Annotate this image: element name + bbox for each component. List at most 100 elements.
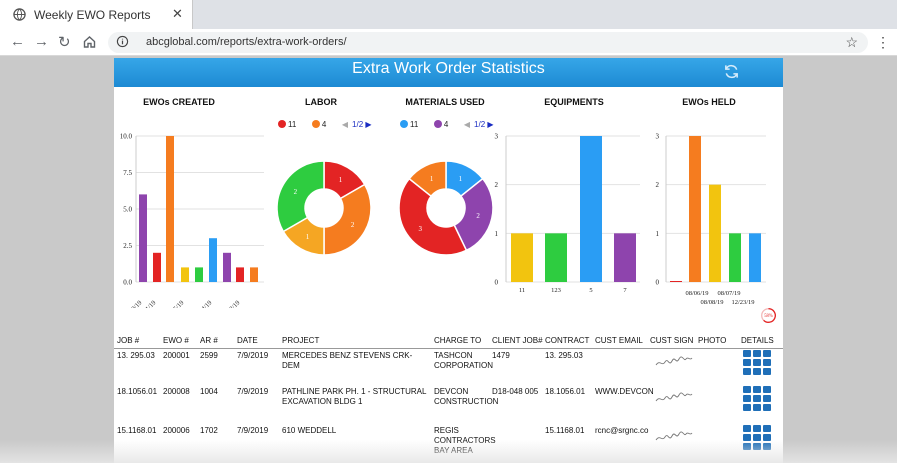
close-tab-icon[interactable]: ✕ <box>172 6 183 21</box>
table-cell: 1479 <box>492 351 510 360</box>
grid-cell <box>743 404 751 411</box>
ewos-created-xtick-label: 08/14/19 <box>192 299 213 308</box>
ewos-held-bar <box>749 233 761 282</box>
materials-slice <box>453 177 494 252</box>
ewos-held-xtick-label: 12/23/19 <box>731 299 754 306</box>
ewos-created-xtick-label: 08/05/19 <box>164 299 185 308</box>
kebab-menu-icon[interactable]: ⋮ <box>876 34 890 50</box>
column-header[interactable]: JOB # <box>117 336 140 345</box>
url-text: abcglobal.com/reports/extra-work-orders/ <box>146 36 347 48</box>
table-cell: D18-048 005 <box>492 387 539 396</box>
column-header[interactable]: CUST SIGN <box>650 336 694 345</box>
grid-cell <box>753 395 761 402</box>
next-page-icon[interactable]: ▶ <box>365 120 372 129</box>
table-cell: 7/9/2019 <box>237 351 269 360</box>
column-header[interactable]: DETAILS <box>741 336 774 345</box>
ewos-created-bar <box>236 267 244 282</box>
equipments-xtick-label: 11 <box>519 287 525 294</box>
column-header[interactable]: CONTRACT <box>545 336 590 345</box>
progress-indicator: 58% <box>761 308 776 323</box>
materials-legend: 11 4 ◀ 1/2 ▶ <box>400 120 494 129</box>
equipments-ytick-label: 0 <box>495 279 499 287</box>
grid-cell <box>763 359 771 366</box>
details-grid-icon[interactable] <box>743 350 772 375</box>
grid-cell <box>753 425 761 432</box>
column-header[interactable]: PHOTO <box>698 336 727 345</box>
grid-cell <box>743 434 751 441</box>
table-cell: PATHLINE PARK PH. 1 - STRUCTURAL EXCAVAT… <box>282 387 427 406</box>
legend-page: 1/2 <box>474 120 486 129</box>
ewos-created-title: EWOs CREATED <box>143 97 215 107</box>
equipments-ytick-label: 1 <box>495 230 499 238</box>
ewos-created-bar <box>209 238 217 282</box>
prev-page-icon[interactable]: ◀ <box>463 120 471 129</box>
column-header[interactable]: DATE <box>237 336 258 345</box>
grid-cell <box>763 386 771 393</box>
column-header[interactable]: CHARGE TO <box>434 336 482 345</box>
home-icon[interactable] <box>83 35 96 48</box>
column-header[interactable]: PROJECT <box>282 336 320 345</box>
grid-cell <box>753 359 761 366</box>
legend-label: 4 <box>321 120 327 129</box>
materials-slice-label: 2 <box>476 212 480 220</box>
labor-slice <box>276 160 325 233</box>
ewos-held-bar <box>670 281 682 282</box>
labor-slice-label: 2 <box>351 221 355 229</box>
equipments-bar <box>614 233 636 282</box>
equipments-xtick-label: 7 <box>623 287 627 294</box>
customer-signature-image <box>655 356 693 366</box>
back-icon[interactable]: ← <box>10 33 25 50</box>
ewos-created-bar <box>153 252 161 282</box>
ewos-created-xtick-label: 12/23/19 <box>220 299 241 308</box>
table-cell: 1004 <box>200 387 218 396</box>
grid-cell <box>743 425 751 432</box>
grid-cell <box>753 368 761 375</box>
grid-cell <box>743 368 751 375</box>
charts-canvas: 0.0 2.5 5.0 7.5 10.0 07/09/1907/11/19 08/05/19… <box>120 133 766 308</box>
browser-toolbar: ← → ↻ abcglobal.com/reports/extra-work-o… <box>0 29 897 56</box>
ewos-created-bar <box>166 136 174 282</box>
reload-icon[interactable]: ↻ <box>58 34 71 51</box>
table-cell: DEVCON CONSTRUCTION <box>434 387 499 406</box>
prev-page-icon[interactable]: ◀ <box>341 120 349 129</box>
refresh-icon[interactable] <box>723 63 740 80</box>
ewos-created-ytick-label: 2.5 <box>123 242 132 250</box>
legend-page: 1/2 <box>352 120 364 129</box>
ewos-created-ytick-label: 0.0 <box>123 279 132 287</box>
table-cell: 200006 <box>163 426 190 435</box>
legend-label: 11 <box>288 120 297 129</box>
table-cell: 7/9/2019 <box>237 426 269 435</box>
grid-cell <box>743 350 751 357</box>
column-header[interactable]: EWO # <box>163 336 189 345</box>
next-page-icon[interactable]: ▶ <box>487 120 494 129</box>
equipments-ytick-label: 3 <box>495 133 499 141</box>
info-icon[interactable] <box>116 35 129 48</box>
grid-cell <box>763 434 771 441</box>
grid-cell <box>763 350 771 357</box>
grid-cell <box>743 359 751 366</box>
table-cell: 18.1056.01 <box>117 387 158 396</box>
grid-cell <box>763 404 771 411</box>
ewos-held-xtick-label: 08/08/19 <box>700 299 723 306</box>
globe-icon <box>13 8 26 21</box>
equipments-title: EQUIPMENTS <box>544 97 604 107</box>
browser-tab[interactable]: Weekly EWO Reports ✕ <box>0 0 193 29</box>
column-header[interactable]: CUST EMAIL <box>595 336 643 345</box>
labor-slice-label: 1 <box>339 176 343 184</box>
ewos-held-ytick-label: 1 <box>656 230 660 238</box>
ewos-created-xtick-label: 07/09/19 <box>122 299 143 308</box>
forward-icon[interactable]: → <box>34 33 49 50</box>
bookmark-star-icon[interactable]: ☆ <box>845 34 858 50</box>
equipments-bar <box>511 233 533 282</box>
materials-slice-label: 1 <box>430 175 434 183</box>
column-header[interactable]: CLIENT JOB# <box>492 336 543 345</box>
legend-label: 11 <box>410 120 419 129</box>
legend-dot <box>311 120 320 128</box>
grid-cell <box>753 434 761 441</box>
details-grid-icon[interactable] <box>743 386 772 411</box>
equipments-bar <box>545 233 567 282</box>
address-bar[interactable]: abcglobal.com/reports/extra-work-orders/… <box>108 32 868 53</box>
legend-label: 4 <box>443 120 449 129</box>
equipments-ytick-label: 2 <box>495 181 499 189</box>
column-header[interactable]: AR # <box>200 336 218 345</box>
